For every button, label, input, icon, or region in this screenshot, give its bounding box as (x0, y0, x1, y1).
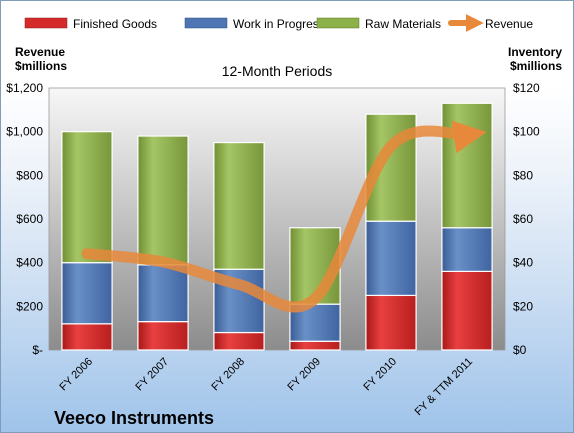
right-tick-label: $100 (513, 125, 540, 139)
legend-swatch-raw-materials (316, 17, 360, 29)
chart-title: 12-Month Periods (222, 63, 333, 79)
category-label: FY 2008 (209, 356, 247, 394)
revenue-line[interactable] (81, 120, 487, 313)
category-label: FY & TTM 2011 (413, 356, 476, 419)
revenue-line-layer (81, 120, 487, 313)
right-tick-label: $40 (513, 256, 533, 270)
category-label: FY 2007 (133, 356, 171, 394)
bar-work-in-progress[interactable] (61, 262, 113, 325)
legend-swatch-work-in-progress (184, 17, 228, 29)
right-tick-label: $120 (513, 81, 540, 95)
legend-label-finished-goods: Finished Goods (73, 17, 157, 31)
right-tick-label: $80 (513, 168, 533, 182)
legend-item-work-in-progress[interactable]: Work in Progress (184, 17, 325, 31)
category-label: FY 2006 (57, 356, 95, 394)
legend-swatch-finished-goods (24, 17, 68, 29)
bar-finished-goods[interactable] (137, 321, 189, 351)
category-label: FY 2010 (361, 356, 399, 394)
left-axis-title-line2: $millions (15, 59, 67, 73)
legend-item-finished-goods[interactable]: Finished Goods (24, 17, 157, 31)
legend-label-raw-materials: Raw Materials (365, 17, 441, 31)
right-tick-label: $60 (513, 212, 533, 226)
bar-finished-goods[interactable] (213, 331, 265, 351)
right-axis-title-line2: $millions (510, 59, 562, 73)
left-tick-label: $1,200 (6, 81, 43, 95)
bar-work-in-progress[interactable] (365, 220, 417, 297)
left-tick-label: $- (32, 343, 43, 357)
right-tick-label: $0 (513, 343, 527, 357)
left-axis-title-line1: Revenue (15, 45, 65, 59)
bar-raw-materials[interactable] (137, 135, 189, 266)
bar-finished-goods[interactable] (365, 294, 417, 351)
bar-finished-goods[interactable] (289, 340, 341, 351)
right-tick-label: $20 (513, 299, 533, 313)
bar-raw-materials[interactable] (61, 131, 113, 264)
legend-label-work-in-progress: Work in Progress (233, 17, 325, 31)
legend-item-raw-materials[interactable]: Raw Materials (316, 17, 441, 31)
bar-stacks (61, 102, 493, 351)
bar-work-in-progress[interactable] (441, 227, 493, 273)
left-axis-ticks: $- $200 $400 $600 $800 $1,000 $1,200 (6, 81, 43, 357)
right-axis-ticks: $0 $20 $40 $60 $80 $100 $120 (513, 81, 540, 357)
left-tick-label: $200 (16, 299, 43, 313)
left-tick-label: $800 (16, 168, 43, 182)
bar-raw-materials[interactable] (213, 141, 265, 270)
bar-work-in-progress[interactable] (137, 264, 189, 323)
legend: Finished Goods Work in Progress Raw Mate… (24, 14, 533, 32)
left-tick-label: $400 (16, 256, 43, 270)
bar-raw-materials[interactable] (441, 102, 493, 229)
left-tick-label: $600 (16, 212, 43, 226)
company-name: Veeco Instruments (54, 408, 214, 428)
legend-label-revenue: Revenue (485, 17, 533, 31)
left-tick-label: $1,000 (6, 125, 43, 139)
legend-item-revenue[interactable]: Revenue (448, 14, 533, 32)
category-label: FY 2009 (285, 356, 323, 394)
bar-finished-goods[interactable] (61, 323, 113, 351)
right-axis-title-line1: Inventory (508, 45, 562, 59)
bar-finished-goods[interactable] (441, 270, 493, 351)
